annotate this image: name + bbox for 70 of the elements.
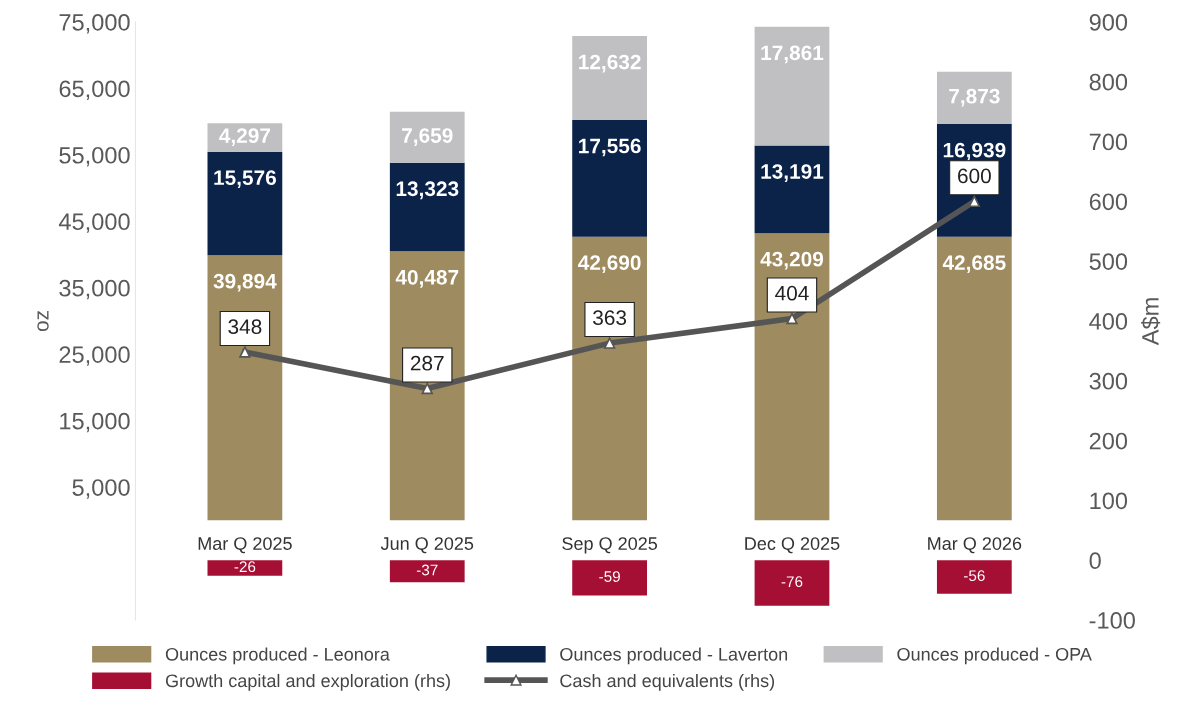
data-label: 363 [593,310,627,326]
bar [572,36,647,120]
x-tick-label: Jun Q 2025 [380,537,474,554]
legend-label: Ounces produced - Leonora [165,647,390,665]
data-label: -37 [416,564,438,576]
legend-label: Cash and equivalents (rhs) [560,673,775,691]
data-label: -59 [599,571,620,582]
data-label: -26 [234,561,256,573]
data-label: 4,297 [219,128,271,147]
y2-tick-label: 700 [1089,133,1128,151]
y-tick-label: 15,000 [60,412,130,433]
data-label: 7,659 [402,128,453,146]
y-tick-label: 5,000 [72,479,130,499]
y-tick-label: 25,000 [59,346,130,366]
y-tick-label: 65,000 [59,80,130,100]
x-tick-label: Dec Q 2025 [745,537,840,554]
point [421,382,433,395]
x-tick-label: Sep Q 2025 [562,537,658,554]
data-label: 15,576 [214,170,276,189]
legend-label: Ounces produced - OPA [897,647,1092,665]
data-label: 287 [410,355,444,371]
y2-tick-label: 900 [1089,13,1128,31]
data-label: 42,685 [942,255,1006,274]
data-label: -76 [781,576,803,588]
y2-tick-label: 600 [1089,193,1128,211]
y2-tick-label: 800 [1089,73,1128,91]
y2-tick-label: 400 [1089,313,1128,330]
y2-tick-label: -100 [1089,612,1135,629]
data-label: 43,209 [760,251,824,270]
data-label: 39,894 [213,273,277,292]
bar [389,111,465,163]
bar [207,151,283,256]
data-label: 40,487 [395,269,459,288]
y-tick-label: 75,000 [59,13,130,34]
y-tick-label: 35,000 [59,279,130,300]
data-label: 42,690 [578,255,641,274]
data-label: 13,191 [761,164,824,182]
legend-label: Ounces produced - Laverton [560,647,788,665]
y2-axis-title: A$m [1141,298,1161,346]
point [603,337,616,349]
y-axis-title: oz [37,311,49,332]
bar [936,236,1012,521]
x-tick-label: Mar Q 2026 [928,537,1022,554]
bar [389,162,465,252]
data-label: 600 [958,168,991,184]
data-label: 348 [228,319,262,335]
data-label: 404 [775,285,809,301]
y-tick-label: 55,000 [59,146,130,167]
y2-tick-label: 200 [1089,432,1128,450]
x-tick-label: Mar Q 2025 [198,537,292,554]
y2-tick-label: 100 [1090,492,1128,510]
bar [754,26,830,146]
data-label: 16,939 [943,142,1006,161]
y2-tick-label: 0 [1089,552,1101,570]
data-label: 12,632 [579,54,641,73]
bar [754,233,830,521]
y2-tick-label: 300 [1089,372,1128,390]
y2-tick-label: 500 [1089,253,1128,270]
point [786,312,798,325]
data-label: 7,873 [949,88,1000,107]
legend-label: Growth capital and exploration (rhs) [165,673,450,691]
data-label: 17,556 [579,138,641,157]
bar [572,119,647,237]
bar [754,145,830,234]
bar [936,71,1012,125]
data-label: 17,861 [761,45,824,64]
data-label: 13,323 [396,181,459,200]
point [239,346,251,358]
y-tick-label: 45,000 [58,213,130,233]
data-label: -56 [963,570,985,582]
